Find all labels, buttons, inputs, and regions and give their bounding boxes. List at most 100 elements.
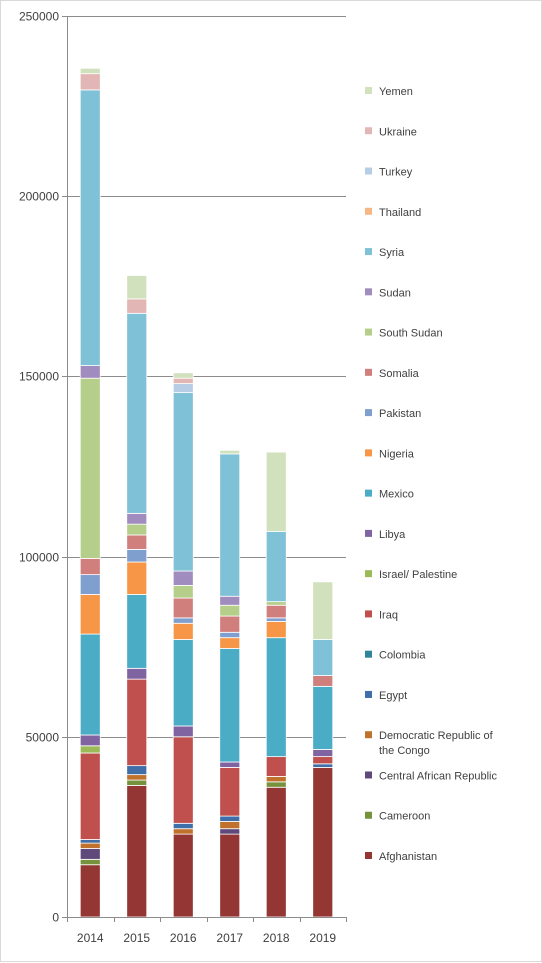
legend-label-colombia: Colombia <box>379 650 426 662</box>
bars <box>79 67 334 918</box>
legend-label-mexico: Mexico <box>379 489 414 501</box>
bar-segment-turkey-2016 <box>172 383 194 394</box>
x-tick-label-2018: 2018 <box>263 931 290 945</box>
legend-swatch-israel-palestine <box>365 570 372 578</box>
legend-label-cameroon: Cameroon <box>379 811 430 823</box>
bar-segment-pakistan-2014 <box>79 574 101 595</box>
legend-label-syria: Syria <box>379 247 405 259</box>
legend-swatch-libya <box>365 529 372 537</box>
bar-segment-nigeria-2014 <box>79 594 101 635</box>
legend-swatch-yemen <box>365 87 372 94</box>
bar-segment-south-sudan-2017 <box>219 604 241 617</box>
bar-segment-syria-2019 <box>312 639 334 676</box>
legend-label-israel-palestine: Israel/ Palestine <box>379 569 457 581</box>
bar-segment-pakistan-2018 <box>265 617 287 622</box>
legend-label-central-african-republic: Central African Republic <box>379 770 498 782</box>
legend-swatch-mexico <box>365 489 372 497</box>
bar-segment-yemen-2015 <box>126 275 148 300</box>
bar-segment-yemen-2014 <box>79 67 101 75</box>
legend-swatch-cameroon <box>365 811 372 819</box>
legend-swatch-colombia <box>365 650 372 658</box>
y-tick-label: 150000 <box>19 370 59 384</box>
bar-segment-nigeria-2018 <box>265 621 287 639</box>
bar-segment-sudan-2017 <box>219 595 241 606</box>
bar-segment-afghanistan-2016 <box>172 833 194 918</box>
bar-segment-south-sudan-2014 <box>79 377 101 559</box>
legend-label-libya: Libya <box>379 529 406 541</box>
bar-segment-south-sudan-2018 <box>265 601 287 606</box>
legend-swatch-iraq <box>365 610 372 618</box>
x-tick-label-2019: 2019 <box>309 931 336 945</box>
bar-segment-sudan-2014 <box>79 365 101 379</box>
bar-segment-yemen-2017 <box>219 449 241 455</box>
bar-segment-syria-2015 <box>126 312 148 514</box>
bar-segment-syria-2017 <box>219 453 241 597</box>
y-tick-label: 100000 <box>19 551 59 565</box>
legend-label-thailand: Thailand <box>379 207 421 219</box>
legend-swatch-ukraine <box>365 127 372 135</box>
bar-segment-cameroon-2015 <box>126 779 148 786</box>
bar-segment-central-african-republic-2017 <box>219 828 241 835</box>
legend-swatch-syria <box>365 248 372 256</box>
bar-segment-libya-2015 <box>126 667 148 680</box>
bar-segment-egypt-2019 <box>312 763 334 768</box>
legend-swatch-sudan <box>365 288 372 296</box>
legend-swatch-afghanistan <box>365 852 372 859</box>
legend-label-somalia: Somalia <box>379 368 420 380</box>
legend-label-democratic-republic-of-the-congo: Democratic Republic of the Congo <box>379 730 494 757</box>
bar-segment-south-sudan-2016 <box>172 585 194 599</box>
legend-swatch-somalia <box>365 368 372 376</box>
bar-segment-central-african-republic-2014 <box>79 848 101 860</box>
bar-segment-syria-2016 <box>172 392 194 572</box>
bar-segment-afghanistan-2019 <box>312 767 334 918</box>
legend-label-pakistan: Pakistan <box>379 408 421 420</box>
bar-segment-somalia-2017 <box>219 615 241 633</box>
bar-segment-democratic-republic-of-the-congo-2018 <box>265 776 287 783</box>
bar-segment-mexico-2015 <box>126 594 148 669</box>
bar-segment-iraq-2015 <box>126 678 148 767</box>
bar-segment-libya-2017 <box>219 761 241 768</box>
bar-segment-afghanistan-2014 <box>79 864 101 918</box>
legend-label-ukraine: Ukraine <box>379 126 417 138</box>
bar-segment-south-sudan-2015 <box>126 523 148 536</box>
bar-segment-mexico-2019 <box>312 685 334 750</box>
bar-segment-afghanistan-2015 <box>126 785 148 918</box>
bar-segment-somalia-2015 <box>126 534 148 550</box>
bar-segment-pakistan-2015 <box>126 548 148 563</box>
bar-segment-mexico-2017 <box>219 648 241 763</box>
bar-segment-yemen-2018 <box>265 451 287 532</box>
bar-segment-democratic-republic-of-the-congo-2016 <box>172 828 194 835</box>
bar-segment-egypt-2015 <box>126 765 148 776</box>
bar-segment-ukraine-2015 <box>126 298 148 314</box>
x-tick-label-2016: 2016 <box>170 931 197 945</box>
bar-segment-syria-2014 <box>79 89 101 366</box>
bar-segment-iraq-2014 <box>79 752 101 840</box>
bar-segment-pakistan-2017 <box>219 631 241 639</box>
y-tick-label: 250000 <box>19 10 59 24</box>
y-tick-label: 50000 <box>26 731 60 745</box>
bar-segment-libya-2014 <box>79 734 101 747</box>
bar-segment-ukraine-2014 <box>79 73 101 91</box>
bar-segment-somalia-2016 <box>172 597 194 619</box>
axes: 0 50000 100000 150000 200000 250000 2014 2015 20… <box>19 10 347 945</box>
bar-segment-yemen-2016 <box>172 372 194 379</box>
bar-segment-mexico-2016 <box>172 639 194 727</box>
bar-segment-syria-2018 <box>265 530 287 603</box>
legend: Yemen Ukraine Turkey Thailand Syria Sudan Sout… <box>365 86 498 863</box>
legend-swatch-central-african-republic <box>365 771 372 779</box>
legend-swatch-egypt <box>365 690 372 698</box>
legend-label-turkey: Turkey <box>379 167 413 179</box>
bar-segment-somalia-2014 <box>79 558 101 576</box>
bar-segment-somalia-2018 <box>265 604 287 619</box>
y-tick-label: 0 <box>52 911 59 925</box>
legend-label-south-sudan: South Sudan <box>379 328 443 340</box>
bar-segment-egypt-2016 <box>172 822 194 830</box>
bar-segment-democratic-republic-of-the-congo-2014 <box>79 842 101 849</box>
legend-label-egypt: Egypt <box>379 690 407 702</box>
bar-segment-yemen-2019 <box>312 581 334 640</box>
bar-segment-cameroon-2018 <box>265 781 287 788</box>
legend-swatch-turkey <box>365 167 372 175</box>
bar-segment-iraq-2016 <box>172 736 194 824</box>
